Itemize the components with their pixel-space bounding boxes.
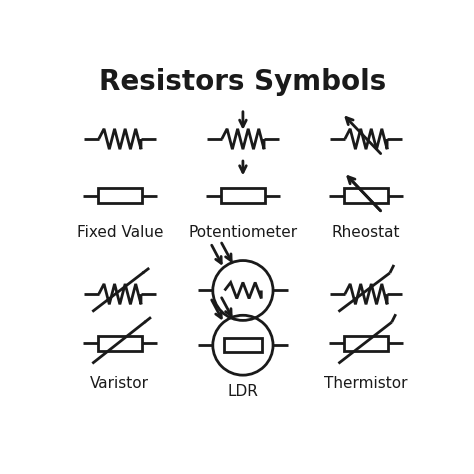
Text: Fixed Value: Fixed Value xyxy=(77,225,163,240)
Text: Rheostat: Rheostat xyxy=(332,225,400,240)
Bar xyxy=(221,188,265,203)
Text: Resistors Symbols: Resistors Symbols xyxy=(99,68,387,96)
Bar xyxy=(344,188,388,203)
Bar xyxy=(98,188,142,203)
Bar xyxy=(98,336,142,351)
Bar xyxy=(224,338,262,352)
Text: LDR: LDR xyxy=(228,384,258,399)
Text: Potentiometer: Potentiometer xyxy=(188,225,298,240)
Text: Thermistor: Thermistor xyxy=(324,376,408,391)
Bar xyxy=(344,336,388,351)
Text: Varistor: Varistor xyxy=(91,376,149,391)
